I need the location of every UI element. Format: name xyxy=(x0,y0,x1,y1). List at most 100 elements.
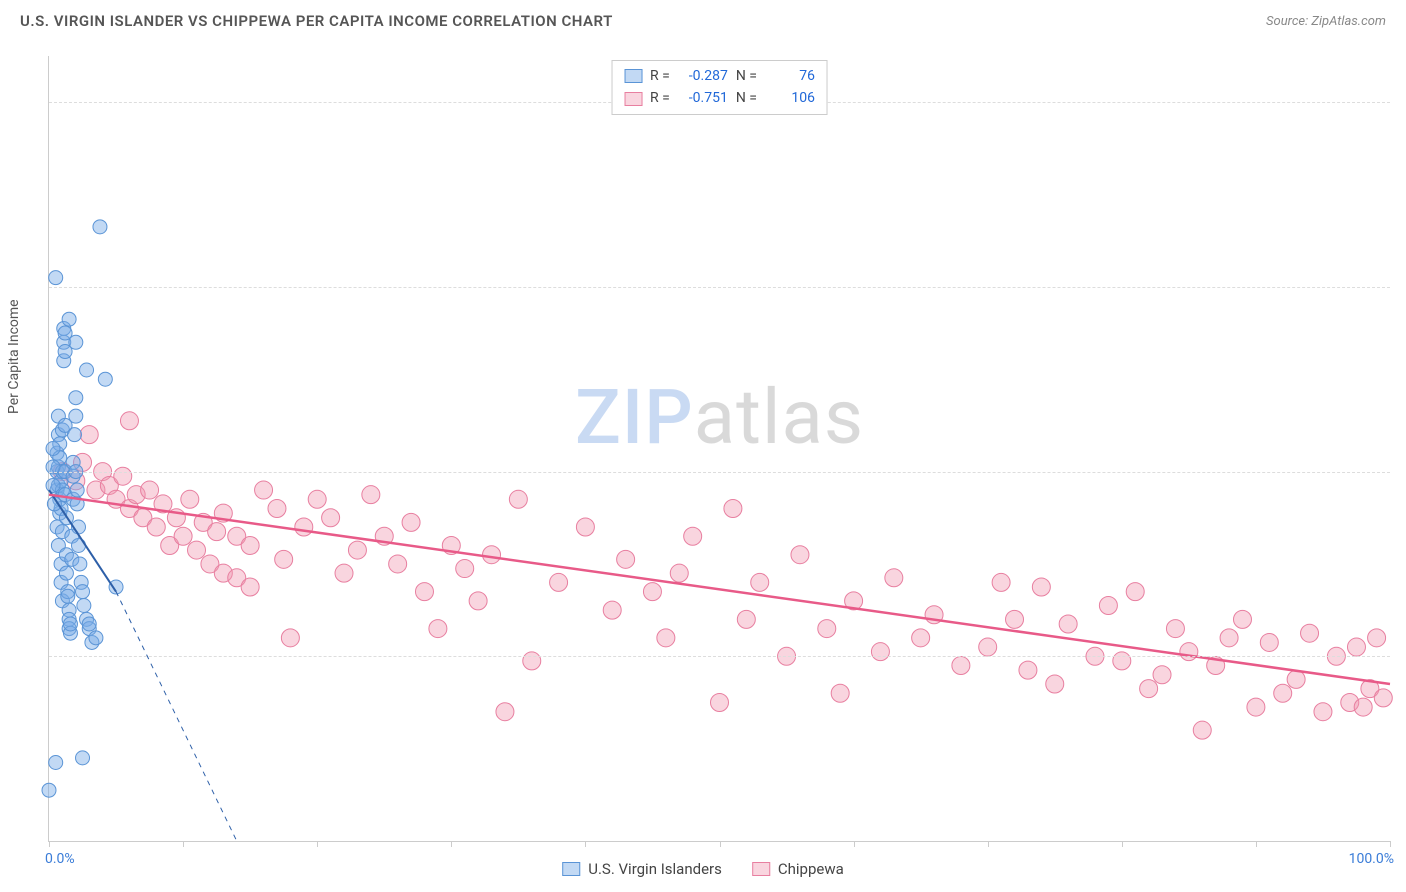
data-point xyxy=(141,481,159,499)
data-point xyxy=(885,569,903,587)
data-point xyxy=(67,428,81,442)
data-point xyxy=(120,412,138,430)
data-point xyxy=(1220,629,1238,647)
x-tick xyxy=(317,841,318,847)
data-point xyxy=(1247,698,1265,716)
data-point xyxy=(362,486,380,504)
data-point xyxy=(42,783,56,797)
data-point xyxy=(98,372,112,386)
legend-item-series1: U.S. Virgin Islanders xyxy=(562,860,722,878)
data-point xyxy=(831,684,849,702)
data-point xyxy=(49,271,63,285)
chart-title: U.S. VIRGIN ISLANDER VS CHIPPEWA PER CAP… xyxy=(20,12,613,30)
data-point xyxy=(1166,620,1184,638)
data-point xyxy=(791,546,809,564)
data-point xyxy=(295,518,313,536)
data-point xyxy=(1374,689,1392,707)
data-point xyxy=(603,601,621,619)
y-tick-label: $60,000 xyxy=(1396,279,1406,295)
y-tick-label: $80,000 xyxy=(1396,94,1406,110)
data-point xyxy=(550,573,568,591)
x-tick xyxy=(1256,841,1257,847)
x-max-label: 100.0% xyxy=(1349,851,1394,867)
data-point xyxy=(46,442,60,456)
data-point xyxy=(80,363,94,377)
data-point xyxy=(617,550,635,568)
data-point xyxy=(80,426,98,444)
correlation-legend: R = -0.287 N = 76 R = -0.751 N = 106 xyxy=(611,60,828,115)
data-point xyxy=(1233,610,1251,628)
trend-line-extrapolation xyxy=(116,592,237,841)
data-point xyxy=(576,518,594,536)
swatch-series2-icon xyxy=(752,862,770,876)
x-tick xyxy=(1122,841,1123,847)
data-point xyxy=(1099,597,1117,615)
data-point xyxy=(456,560,474,578)
data-point xyxy=(1301,624,1319,642)
data-point xyxy=(1347,638,1365,656)
y-tick-label: $20,000 xyxy=(1396,648,1406,664)
data-point xyxy=(76,751,90,765)
data-point xyxy=(1274,684,1292,702)
y-axis-label: Per Capita Income xyxy=(6,299,22,414)
data-point xyxy=(979,638,997,656)
data-point xyxy=(415,583,433,601)
data-point xyxy=(69,409,83,423)
data-point xyxy=(523,652,541,670)
data-point xyxy=(241,536,259,554)
source-attribution: Source: ZipAtlas.com xyxy=(1266,14,1386,29)
data-point xyxy=(63,617,77,631)
data-point xyxy=(1113,652,1131,670)
legend-row-series2: R = -0.751 N = 106 xyxy=(624,87,815,109)
data-point xyxy=(657,629,675,647)
data-point xyxy=(1180,643,1198,661)
data-point xyxy=(1193,721,1211,739)
data-point xyxy=(188,541,206,559)
data-point xyxy=(469,592,487,610)
swatch-series1-icon xyxy=(562,862,580,876)
swatch-series1 xyxy=(624,69,642,83)
data-point xyxy=(281,629,299,647)
data-point xyxy=(114,467,132,485)
x-tick xyxy=(720,841,721,847)
data-point xyxy=(76,585,90,599)
legend-row-series1: R = -0.287 N = 76 xyxy=(624,65,815,87)
data-point xyxy=(89,631,103,645)
x-tick xyxy=(49,841,50,847)
scatter-svg xyxy=(49,56,1390,841)
data-point xyxy=(670,564,688,582)
x-tick xyxy=(854,841,855,847)
legend-label-series2: Chippewa xyxy=(778,860,844,878)
data-point xyxy=(1126,583,1144,601)
data-point xyxy=(1314,703,1332,721)
data-point xyxy=(1046,675,1064,693)
data-point xyxy=(429,620,447,638)
data-point xyxy=(49,756,63,770)
data-point xyxy=(322,509,340,527)
data-point xyxy=(1140,680,1158,698)
data-point xyxy=(69,335,83,349)
data-point xyxy=(275,550,293,568)
data-point xyxy=(643,583,661,601)
legend-label-series1: U.S. Virgin Islanders xyxy=(588,860,722,878)
data-point xyxy=(46,478,60,492)
gridline xyxy=(49,472,1390,473)
data-point xyxy=(181,490,199,508)
data-point xyxy=(335,564,353,582)
data-point xyxy=(818,620,836,638)
data-point xyxy=(69,391,83,405)
data-point xyxy=(268,500,286,518)
data-point xyxy=(402,513,420,531)
x-tick xyxy=(988,841,989,847)
data-point xyxy=(308,490,326,508)
x-min-label: 0.0% xyxy=(45,851,75,867)
data-point xyxy=(1260,633,1278,651)
data-point xyxy=(1153,666,1171,684)
gridline xyxy=(49,287,1390,288)
data-point xyxy=(208,523,226,541)
x-tick xyxy=(1390,841,1391,847)
data-point xyxy=(1032,578,1050,596)
y-tick-label: $40,000 xyxy=(1396,464,1406,480)
data-point xyxy=(147,518,165,536)
data-point xyxy=(684,527,702,545)
